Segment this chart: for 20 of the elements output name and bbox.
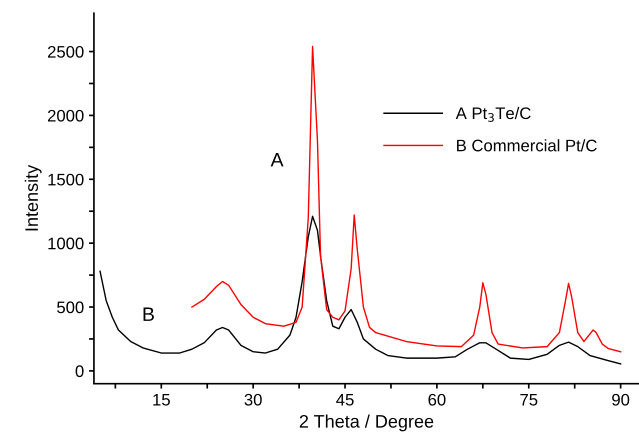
y-tick-label: 500 [57, 301, 84, 314]
x-tick-label: 75 [520, 394, 538, 406]
x-axis-title: 2 Theta / Degree [300, 414, 434, 432]
x-tick-label: 60 [428, 394, 446, 406]
y-axis-title: Intensity [24, 164, 42, 230]
line-series [191, 46, 622, 352]
legend-label: B Commercial Pt/C [457, 139, 597, 152]
x-tick-label: 90 [612, 394, 630, 406]
x-tick-label: 45 [336, 394, 354, 406]
x-tick-label: 15 [153, 394, 170, 406]
y-tick-label: 0 [76, 365, 84, 378]
y-tick-label: 2000 [48, 110, 84, 122]
legend-label: A Pt$_{3}$Te/C [456, 106, 531, 122]
x-tick-label: 30 [244, 394, 262, 406]
y-tick-label: 1500 [48, 174, 84, 186]
annotation: A [270, 153, 284, 166]
line-series [99, 216, 622, 365]
y-tick-label: 1000 [48, 238, 84, 250]
y-tick-label: 2500 [48, 46, 84, 58]
annotation: B [144, 308, 154, 321]
